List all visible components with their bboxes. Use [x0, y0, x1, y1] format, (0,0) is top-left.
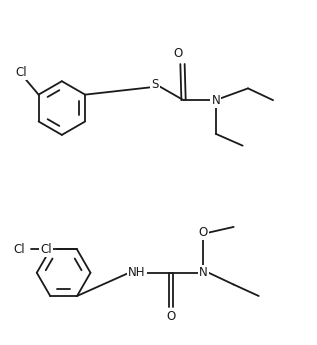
Text: N: N — [211, 94, 220, 107]
Text: Cl: Cl — [40, 243, 52, 256]
Text: O: O — [174, 47, 183, 60]
Text: S: S — [151, 78, 158, 91]
Text: N: N — [199, 266, 208, 279]
Text: Cl: Cl — [15, 66, 27, 79]
Text: O: O — [199, 227, 208, 239]
Text: NH: NH — [128, 266, 146, 279]
Text: O: O — [166, 309, 176, 323]
Text: Cl: Cl — [14, 243, 25, 256]
